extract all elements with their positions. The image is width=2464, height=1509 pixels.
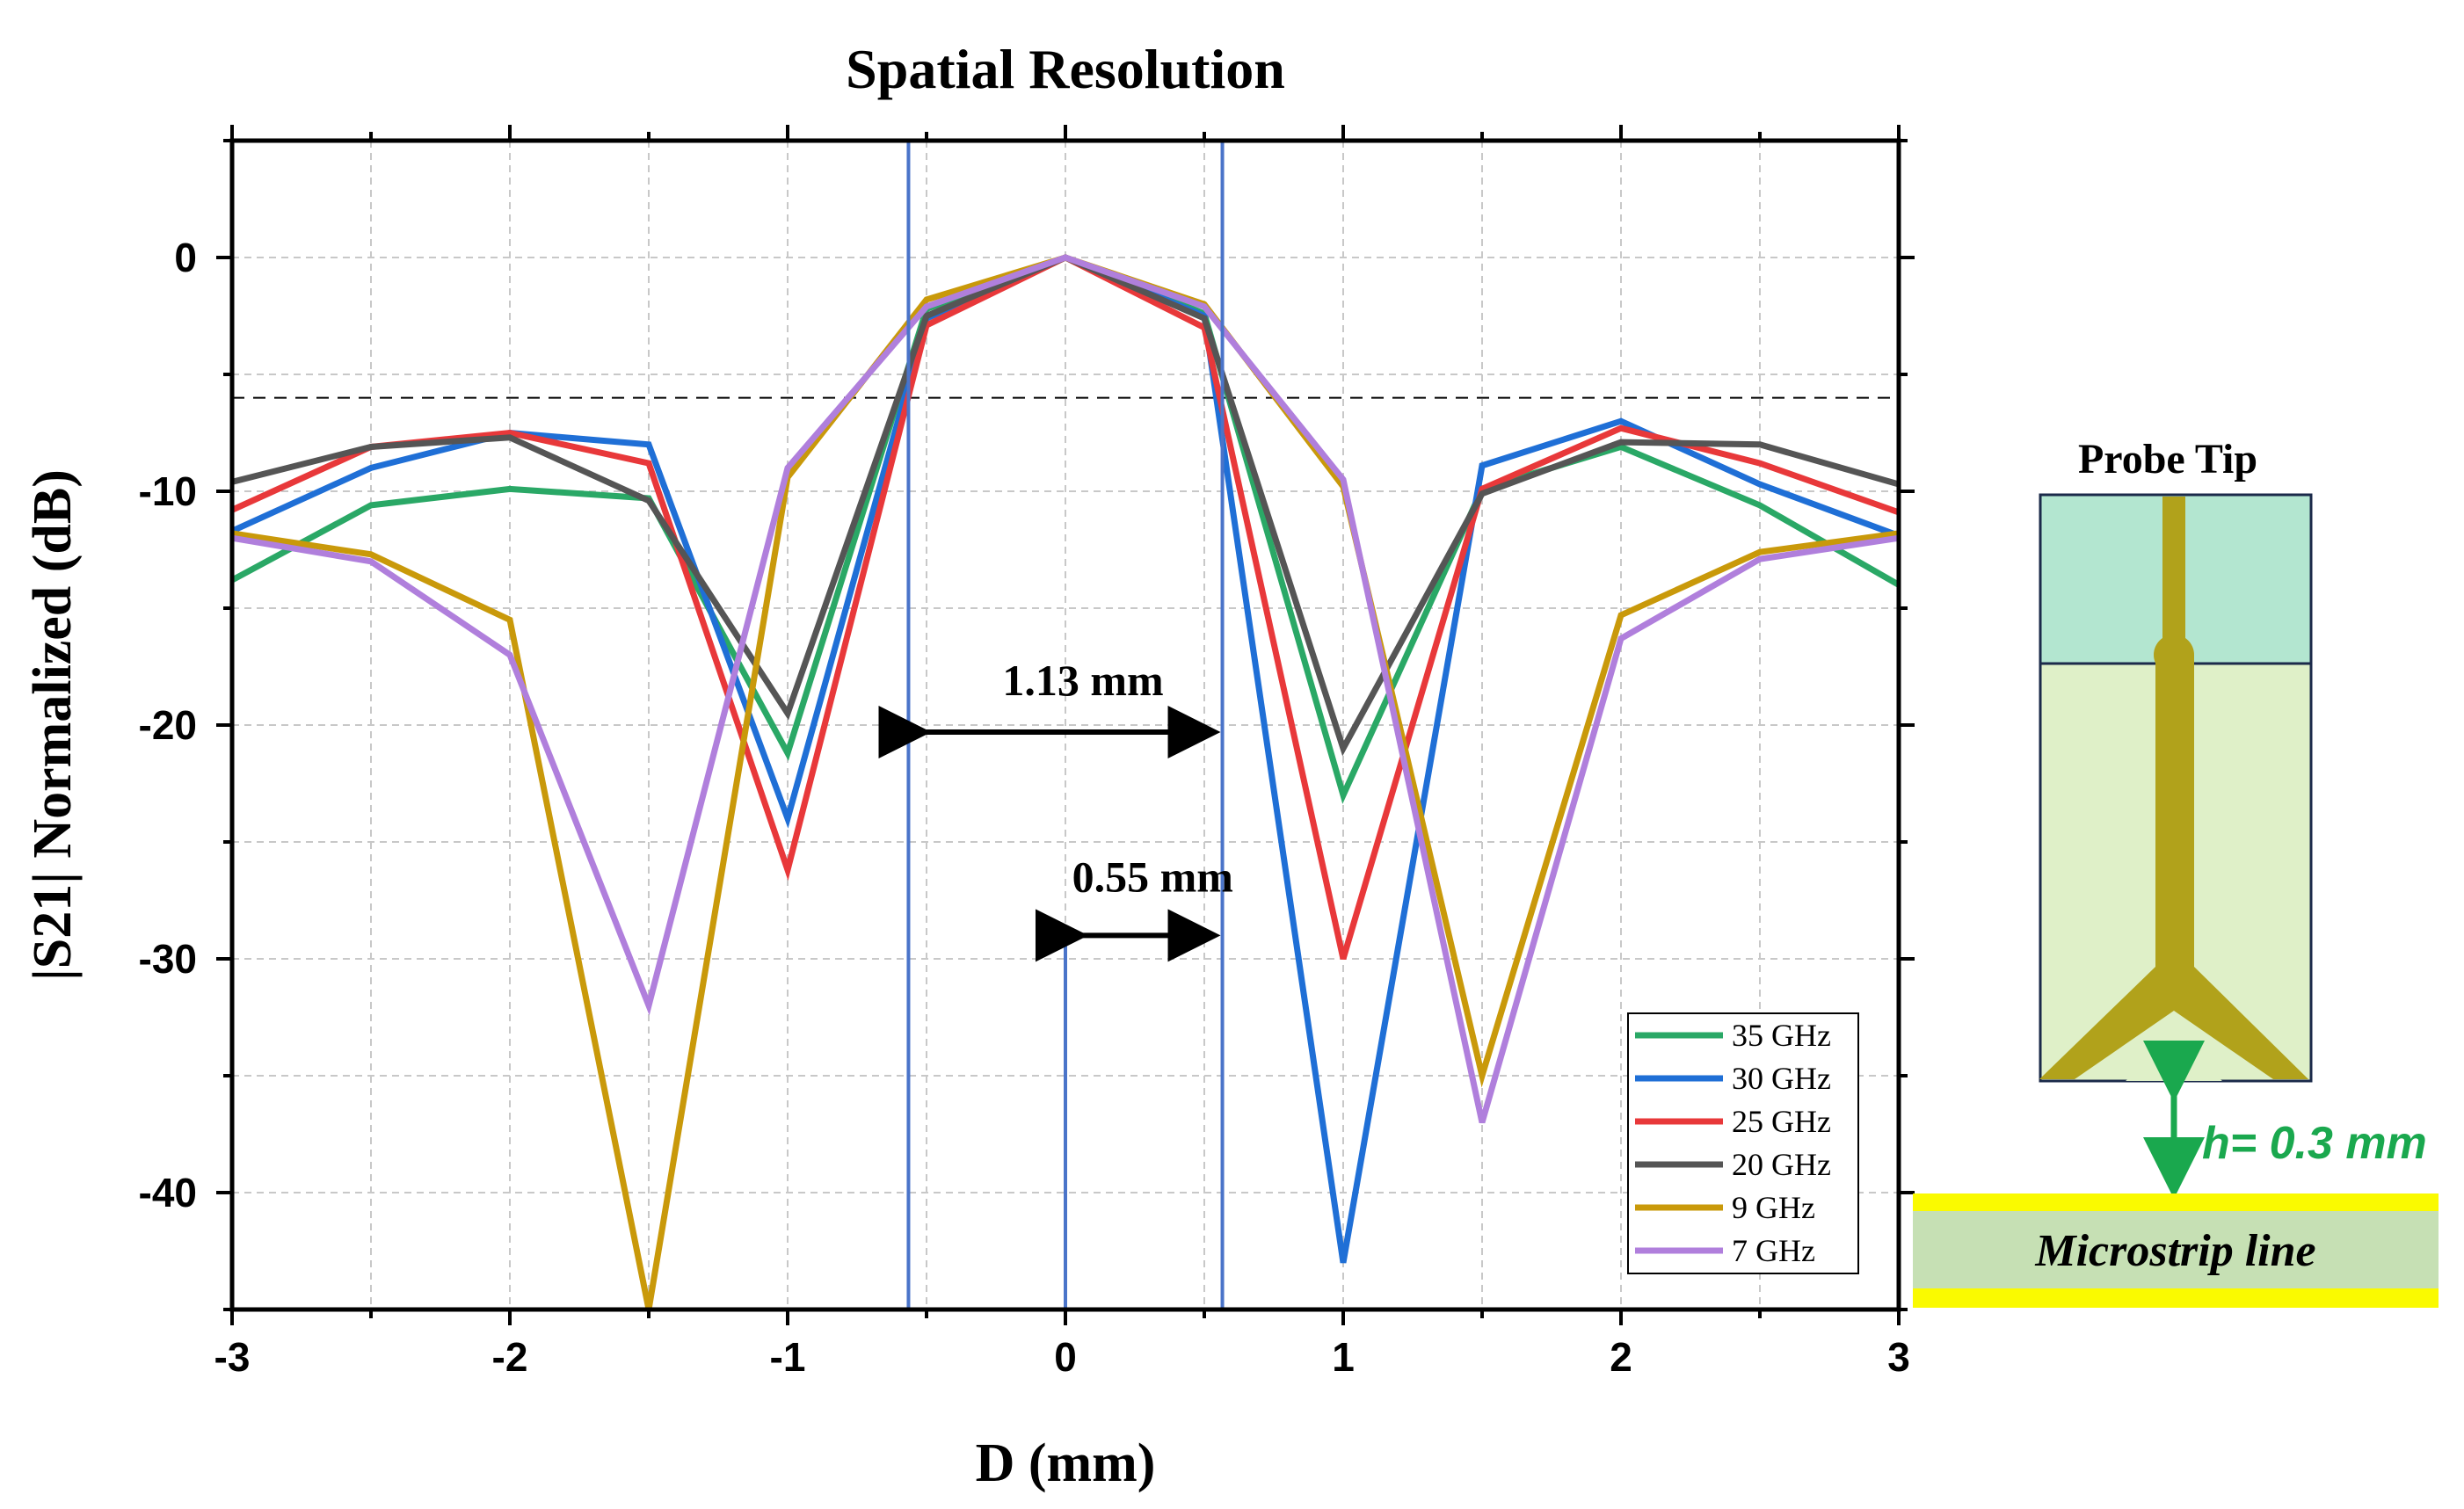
x-tick-label: 3	[1887, 1334, 1910, 1380]
y-tick-label: -40	[139, 1170, 197, 1215]
y-axis-label: |S21| Normalized (dB)	[23, 469, 83, 981]
legend-label: 25 GHz	[1732, 1104, 1831, 1139]
microstrip-bottom-band	[1913, 1288, 2439, 1308]
chart-title: Spatial Resolution	[846, 38, 1285, 100]
annotation-half-width-label: 0.55 mm	[1072, 852, 1233, 901]
annotation-width-label: 1.13 mm	[1002, 656, 1163, 705]
x-axis-label: D (mm)	[976, 1433, 1156, 1493]
y-axis: 0 -10 -20 -30 -40	[139, 139, 1915, 1311]
microstrip-substrate	[1913, 1211, 2439, 1288]
probe-title: Probe Tip	[2078, 436, 2257, 482]
grid	[232, 141, 1899, 1309]
y-tick-label: -20	[139, 702, 197, 748]
legend-label: 35 GHz	[1732, 1018, 1831, 1053]
height-label: h= 0.3 mm	[2202, 1118, 2427, 1169]
x-tick-label: 0	[1054, 1334, 1077, 1380]
legend-label: 30 GHz	[1732, 1061, 1831, 1096]
y-tick-label: -10	[139, 468, 197, 514]
microstrip-top-band	[1913, 1193, 2439, 1211]
x-tick-label: -3	[214, 1334, 251, 1380]
series-line-7-ghz	[232, 254, 1899, 1124]
microstrip-label: Microstrip line	[2034, 1226, 2315, 1276]
x-tick-label: 2	[1610, 1334, 1632, 1380]
legend: 35 GHz 30 GHz 25 GHz 20 GHz 9 GHz 7 GHz	[1627, 1012, 1859, 1274]
legend-label: 9 GHz	[1732, 1190, 1815, 1225]
x-tick-label: -1	[770, 1334, 806, 1380]
x-axis: -3 -2 -1 0 1 2 3	[214, 125, 1910, 1380]
x-tick-label: 1	[1332, 1334, 1355, 1380]
probe-inset: Probe Tip h= 0.3 mm Microstrip line	[1913, 436, 2439, 1308]
x-tick-label: -2	[492, 1334, 528, 1380]
legend-box	[1627, 1012, 1859, 1274]
probe-trace-icon	[2039, 497, 2308, 1081]
y-tick-label: 0	[174, 235, 197, 280]
annotations: 1.13 mm 0.55 mm	[878, 656, 1233, 962]
series-group	[232, 254, 1899, 1309]
legend-label: 20 GHz	[1732, 1147, 1831, 1182]
legend-label: 7 GHz	[1732, 1233, 1815, 1268]
y-tick-label: -30	[139, 936, 197, 982]
